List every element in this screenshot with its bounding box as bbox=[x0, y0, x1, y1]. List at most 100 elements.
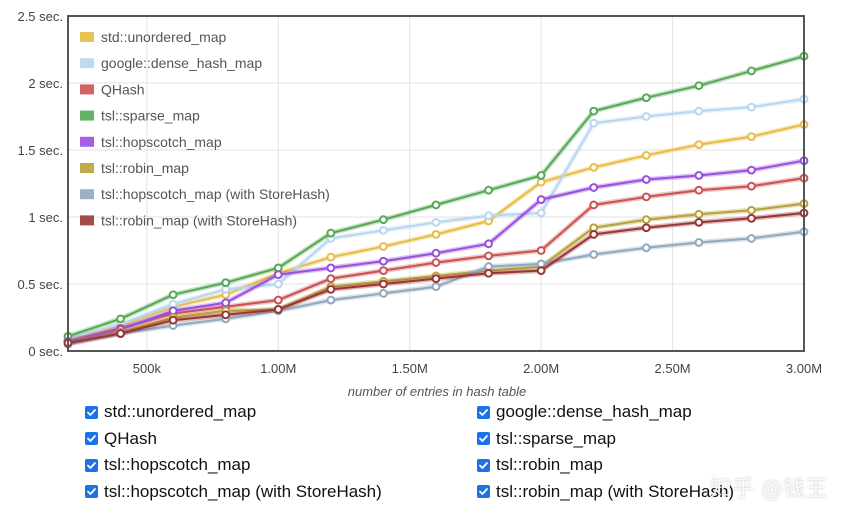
data-point bbox=[379, 279, 388, 289]
data-point bbox=[641, 243, 651, 253]
data-point bbox=[484, 268, 493, 278]
data-point bbox=[536, 266, 546, 276]
data-point bbox=[641, 93, 651, 103]
data-point bbox=[431, 200, 441, 210]
legend-entry: tsl::robin_map bbox=[80, 160, 189, 176]
x-tick-label: 1.00M bbox=[260, 361, 296, 376]
series-toggle[interactable]: std::unordered_map bbox=[85, 402, 256, 422]
legend-swatch bbox=[80, 84, 94, 95]
data-point bbox=[589, 183, 599, 192]
data-point bbox=[641, 192, 651, 202]
data-point bbox=[641, 150, 651, 160]
plot-frame bbox=[67, 15, 805, 352]
series-toggle[interactable]: QHash bbox=[85, 429, 157, 449]
checkbox-checked-icon[interactable] bbox=[477, 485, 490, 498]
checkbox-checked-icon[interactable] bbox=[477, 458, 490, 472]
legend-label: tsl::hopscotch_map (with StoreHash) bbox=[101, 186, 330, 202]
data-point bbox=[536, 246, 546, 255]
data-point bbox=[431, 248, 441, 258]
data-point bbox=[641, 175, 651, 184]
series-toggle-label: std::unordered_map bbox=[104, 402, 257, 421]
y-tick-label: 1 sec. bbox=[28, 210, 63, 225]
chart-legend: std::unordered_mapgoogle::dense_hash_map… bbox=[80, 29, 330, 228]
data-point bbox=[694, 140, 704, 150]
legend-entry: tsl::hopscotch_map (with StoreHash) bbox=[80, 186, 330, 202]
legend-swatch bbox=[80, 163, 94, 173]
series-toggle[interactable]: tsl::robin_map bbox=[477, 455, 603, 475]
series-7 bbox=[63, 208, 809, 348]
checkbox-checked-icon[interactable] bbox=[85, 458, 98, 472]
checkbox-checked-icon[interactable] bbox=[477, 432, 490, 445]
data-point bbox=[273, 295, 283, 305]
series-toggle-label: google::dense_hash_map bbox=[496, 402, 692, 421]
data-point bbox=[589, 230, 599, 239]
x-tick-label: 2.50M bbox=[655, 361, 691, 376]
data-point bbox=[326, 252, 336, 262]
x-tick-label: 2.00M bbox=[523, 361, 559, 376]
watermark: 知乎 @钱王 bbox=[710, 477, 827, 502]
data-point bbox=[431, 282, 441, 292]
series-toggle-label: tsl::hopscotch_map (with StoreHash) bbox=[104, 481, 382, 501]
data-point bbox=[641, 223, 651, 233]
checkbox-checked-icon[interactable] bbox=[85, 485, 98, 498]
data-point bbox=[484, 211, 493, 221]
legend-swatch bbox=[80, 215, 94, 226]
data-point bbox=[484, 239, 493, 249]
data-point bbox=[326, 263, 336, 273]
legend-label: tsl::robin_map (with StoreHash) bbox=[101, 212, 297, 228]
data-point bbox=[431, 274, 441, 284]
series-toggle-label: QHash bbox=[104, 428, 157, 448]
data-point bbox=[694, 106, 704, 116]
data-point bbox=[326, 284, 336, 294]
series-toggle[interactable]: tsl::hopscotch_map (with StoreHash) bbox=[85, 482, 382, 502]
legend-swatch bbox=[80, 110, 94, 121]
legend-label: tsl::hopscotch_map bbox=[101, 134, 222, 150]
legend-label: tsl::sparse_map bbox=[101, 108, 200, 124]
legend-label: google::dense_hash_map bbox=[101, 55, 262, 71]
data-point bbox=[326, 274, 336, 284]
data-point bbox=[589, 118, 599, 128]
series-toggle[interactable]: tsl::hopscotch_map bbox=[85, 455, 250, 475]
data-point bbox=[747, 66, 756, 76]
legend-entry: QHash bbox=[80, 81, 145, 97]
data-point bbox=[431, 230, 441, 239]
data-point bbox=[379, 288, 388, 298]
x-tick-label: 3.00M bbox=[786, 361, 822, 376]
data-point bbox=[379, 242, 388, 251]
series-toggle-label: tsl::sparse_map bbox=[496, 428, 616, 448]
data-point bbox=[484, 185, 493, 195]
data-point bbox=[641, 112, 651, 121]
data-point bbox=[168, 315, 178, 325]
legend-swatch bbox=[80, 32, 94, 42]
x-axis-label: number of entries in hash table bbox=[348, 384, 527, 399]
data-point bbox=[747, 205, 756, 215]
data-point bbox=[116, 314, 125, 324]
series-6 bbox=[63, 227, 809, 349]
data-point bbox=[168, 290, 178, 300]
checkbox-checked-icon[interactable] bbox=[85, 432, 98, 445]
data-point bbox=[536, 171, 546, 180]
checkbox-checked-icon[interactable] bbox=[477, 405, 490, 419]
legend-swatch bbox=[80, 136, 94, 147]
series-toggle[interactable]: tsl::sparse_map bbox=[477, 429, 616, 449]
data-point bbox=[747, 132, 756, 142]
data-point bbox=[589, 106, 599, 116]
data-point bbox=[747, 165, 756, 175]
legend-swatch bbox=[80, 189, 94, 200]
x-tick-label: 1.50M bbox=[392, 361, 428, 376]
series-toggle[interactable]: google::dense_hash_map bbox=[477, 402, 692, 422]
checkbox-checked-icon[interactable] bbox=[85, 405, 98, 419]
data-point bbox=[431, 258, 441, 267]
data-point bbox=[694, 81, 704, 91]
data-point bbox=[589, 200, 599, 210]
data-point bbox=[536, 195, 546, 204]
series-toggle-label: tsl::hopscotch_map bbox=[104, 455, 251, 474]
x-tick-label: 500k bbox=[133, 361, 162, 376]
data-point bbox=[589, 250, 599, 259]
legend-label: std::unordered_map bbox=[101, 29, 227, 45]
series-4 bbox=[63, 156, 809, 347]
legend-entry: google::dense_hash_map bbox=[80, 55, 262, 71]
series-toggle-label: tsl::robin_map (with StoreHash) bbox=[496, 481, 735, 501]
data-point bbox=[379, 266, 388, 276]
series-toggle[interactable]: tsl::robin_map (with StoreHash) bbox=[477, 482, 734, 502]
